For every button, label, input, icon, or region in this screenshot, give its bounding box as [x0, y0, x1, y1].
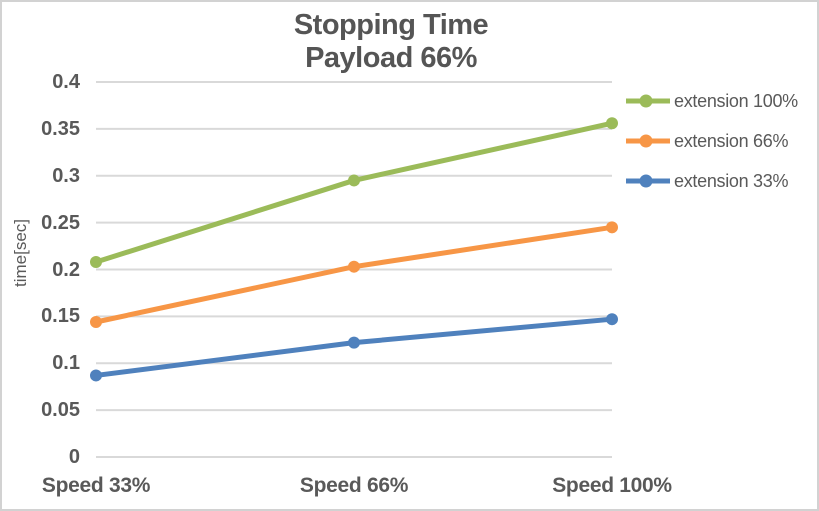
x-axis-category-label: Speed 33% [41, 474, 151, 497]
y-tick-label: 0 [68, 446, 80, 468]
y-tick-label: 0.2 [52, 258, 80, 281]
data-point-marker-extension-33 [90, 369, 102, 382]
legend: extension 100% extension 66% extension 33% [625, 81, 798, 201]
y-tick-label: 0.35 [41, 117, 80, 140]
x-axis-category-label: Speed 100% [552, 474, 672, 497]
y-tick-label: 0.3 [52, 164, 80, 187]
y-tick-label: 0.05 [41, 399, 80, 422]
y-tick-label: 0.15 [41, 305, 80, 328]
legend-item-extension-33: extension 33% [625, 161, 798, 201]
legend-label: extension 33% [674, 170, 789, 191]
x-axis-category-label: Speed 66% [299, 474, 409, 497]
data-point-marker-extension-100 [606, 117, 618, 130]
series-line-extension-66 [93, 224, 615, 325]
data-point-marker-extension-33 [606, 313, 618, 326]
legend-marker-icon [626, 134, 670, 148]
legend-label: extension 100% [674, 90, 798, 111]
chart-title: Stopping Time [293, 9, 489, 41]
legend-item-extension-100: extension 100% [625, 81, 798, 121]
y-tick-label: 0.4 [52, 71, 80, 93]
y-tick-label: 0.25 [41, 211, 80, 234]
data-point-marker-extension-100 [90, 256, 102, 268]
legend-marker-icon [626, 94, 670, 108]
data-point-marker-extension-66 [606, 221, 618, 234]
legend-item-extension-66: extension 66% [625, 121, 798, 161]
legend-label: extension 66% [674, 130, 789, 151]
data-point-marker-extension-100 [348, 174, 360, 187]
data-point-marker-extension-66 [348, 260, 360, 273]
chart-title-block: Stopping Time Payload 66% [2, 9, 780, 75]
y-tick-label: 0.1 [52, 352, 80, 375]
legend-marker-icon [626, 174, 670, 188]
chart-subtitle: Payload 66% [305, 42, 477, 74]
data-point-marker-extension-66 [90, 316, 102, 328]
data-point-marker-extension-33 [348, 336, 360, 349]
